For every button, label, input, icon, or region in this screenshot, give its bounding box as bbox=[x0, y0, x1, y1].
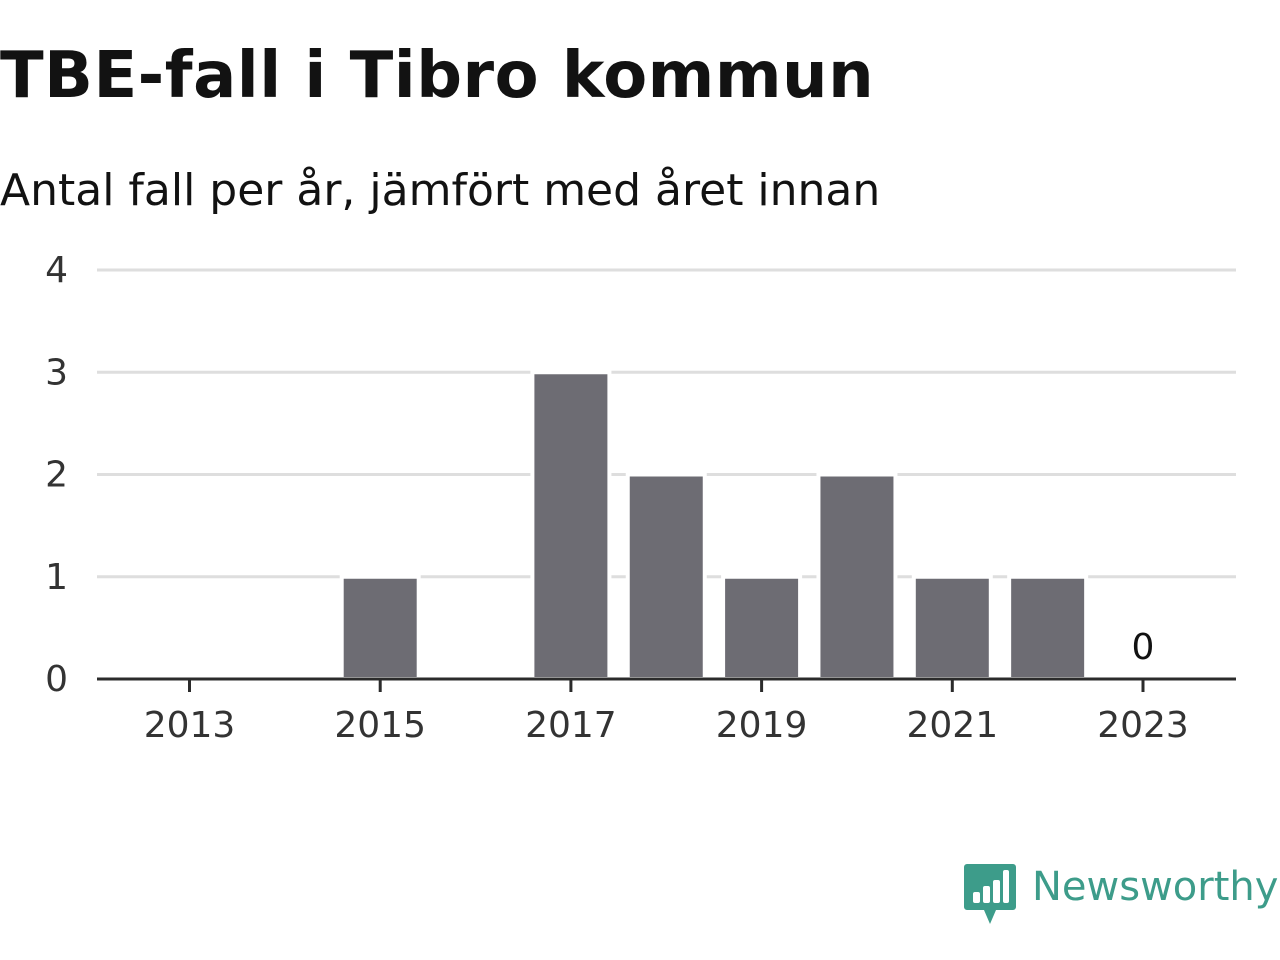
bar-2022 bbox=[1007, 574, 1089, 681]
x-tick-label: 2019 bbox=[716, 705, 808, 746]
y-tick-label: 4 bbox=[45, 250, 68, 291]
y-tick-label: 2 bbox=[45, 455, 68, 496]
y-tick-label: 1 bbox=[45, 557, 68, 598]
bar-2017 bbox=[530, 370, 612, 681]
chart-title: TBE-fall i Tibro kommun bbox=[0, 39, 875, 113]
logo-bar-4 bbox=[1003, 870, 1009, 903]
brand-name: Newsworthy bbox=[1032, 864, 1279, 910]
chart-subtitle: Antal fall per år, jämfört med året inna… bbox=[0, 165, 881, 216]
logo-bar-1 bbox=[973, 892, 980, 903]
y-tick-label: 0 bbox=[45, 659, 68, 700]
y-tick-label: 3 bbox=[45, 352, 68, 393]
bar-2020 bbox=[816, 472, 898, 681]
data-label-2023: 0 bbox=[1132, 627, 1155, 668]
bar-chart: 0 1 2 3 4 2013 2015 2017 2019 2021 2023 0 bbox=[45, 250, 1236, 746]
logo-bar-2 bbox=[983, 886, 990, 903]
x-tick-label: 2017 bbox=[525, 705, 617, 746]
newsworthy-brand: Newsworthy bbox=[964, 862, 1278, 928]
x-tick-label: 2015 bbox=[334, 705, 426, 746]
logo-bar-3 bbox=[993, 880, 1000, 903]
axes bbox=[97, 677, 1236, 692]
bar-2015 bbox=[339, 574, 421, 681]
labels: 0 1 2 3 4 2013 2015 2017 2019 2021 2023 0 bbox=[45, 250, 1189, 746]
bar-chart-speech-bubble-icon bbox=[964, 864, 1016, 924]
bar-2019 bbox=[721, 574, 803, 681]
x-tick-label: 2013 bbox=[144, 705, 236, 746]
bars bbox=[339, 370, 1089, 681]
x-tick-label: 2023 bbox=[1097, 705, 1189, 746]
bar-2021 bbox=[911, 574, 993, 681]
bar-2018 bbox=[625, 472, 707, 681]
x-tick-label: 2021 bbox=[906, 705, 998, 746]
